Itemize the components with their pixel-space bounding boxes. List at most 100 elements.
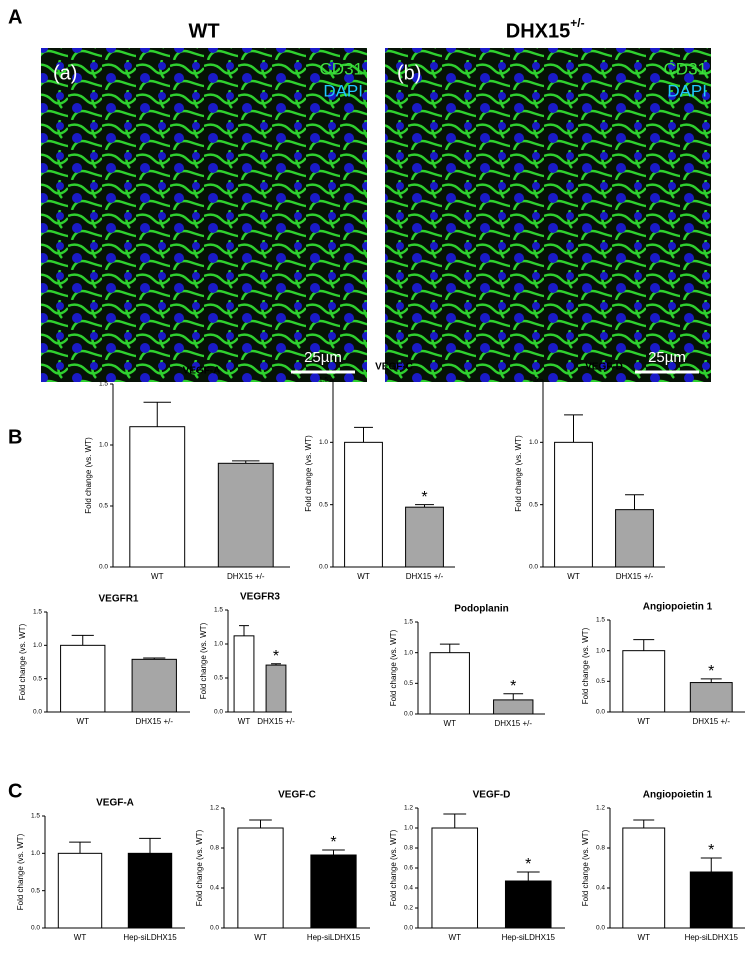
- error-bar: [69, 841, 91, 854]
- error-bar: [633, 639, 655, 651]
- bar: [57, 852, 103, 929]
- bar: [615, 509, 654, 568]
- bar-chart: Angiopoietin 1 Fold change (vs. WT) 0.0 0.5…: [581, 602, 745, 726]
- significance: *: [708, 842, 714, 859]
- y-tick-label: 1.5: [33, 609, 42, 616]
- y-tick-label: 0.6: [404, 865, 413, 872]
- x-tick-label: DHX15 +/-: [135, 717, 173, 726]
- y-axis-label: Fold change (vs. WT): [389, 629, 398, 706]
- y-tick-label: 1.0: [33, 642, 42, 649]
- bar: [131, 658, 177, 713]
- x-tick-label: DHX15 +/-: [257, 717, 295, 726]
- x-tick-label: DHX15 +/-: [494, 719, 532, 728]
- stain-label: CD31: [664, 59, 707, 78]
- chart-title: VEGFR1: [98, 594, 138, 605]
- bar: [265, 664, 287, 713]
- y-tick-label: 1.0: [319, 439, 328, 446]
- error-bar: [322, 849, 345, 855]
- bar: [217, 462, 274, 568]
- y-tick-label: 0.5: [99, 503, 108, 510]
- bar-chart: VEGF-A Fold change (vs. WT) 0.0 0.5 1.0 1.5 WT…: [84, 366, 290, 581]
- chart-title: VEGF-A: [183, 366, 221, 377]
- bar-chart: VEGFR3 Fold change (vs. WT) 0.0 0.5 1.0 1.5 WT…: [199, 592, 295, 726]
- bar: [689, 871, 733, 929]
- bar-chart: VEGF-D Fold change (vs. WT) 0.0 0.2 0.4 0.6 0.…: [389, 790, 565, 942]
- y-tick-label: 0.0: [210, 925, 219, 932]
- bar-chart: VEGF-A Fold change (vs. WT) 0.0 0.5 1.0 1.5 WT…: [16, 798, 185, 942]
- image-title: DHX15: [506, 20, 570, 42]
- x-tick-label: Hep-siLDHX15: [502, 933, 556, 942]
- y-tick-label: 1.0: [214, 641, 223, 648]
- x-tick-label: WT: [254, 933, 267, 942]
- y-tick-label: 0.0: [529, 564, 538, 571]
- significance: *: [421, 489, 427, 506]
- y-tick-label: 0.0: [319, 564, 328, 571]
- x-tick-label: Hep-siLDHX15: [685, 933, 739, 942]
- image-title-superscript: +/-: [570, 16, 584, 30]
- error-bar: [354, 426, 373, 443]
- bar: [127, 852, 173, 929]
- error-bar: [271, 663, 281, 666]
- bar: [493, 699, 534, 715]
- panel-label: C: [8, 780, 22, 802]
- y-tick-label: 0.0: [404, 925, 413, 932]
- stain-label: CD31: [320, 59, 363, 78]
- chart-title: Angiopoietin 1: [643, 790, 713, 801]
- chart-title: VEGF-A: [96, 798, 134, 809]
- bar: [60, 644, 106, 713]
- x-tick-label: WT: [449, 933, 462, 942]
- chart-title: VEGF-D: [585, 362, 623, 373]
- error-bar: [239, 625, 249, 636]
- image-tag: (b): [397, 62, 421, 84]
- y-tick-label: 1.5: [214, 607, 223, 614]
- y-tick-label: 1.0: [404, 825, 413, 832]
- x-tick-label: DHX15 +/-: [692, 717, 730, 726]
- y-axis-label: Fold change (vs. WT): [581, 829, 590, 906]
- significance: *: [330, 834, 336, 851]
- y-tick-label: 1.0: [404, 649, 413, 656]
- significance: *: [708, 663, 714, 680]
- bar-chart: VEGFR1 Fold change (vs. WT) 0.0 0.5 1.0 1.5 WT…: [18, 594, 190, 726]
- error-bar: [143, 401, 171, 427]
- x-tick-label: WT: [151, 572, 164, 581]
- y-tick-label: 0.5: [404, 680, 413, 687]
- y-tick-label: 0.0: [596, 709, 605, 716]
- chart-title: VEGFR3: [240, 592, 280, 603]
- x-tick-label: WT: [238, 717, 251, 726]
- y-tick-label: 1.5: [319, 377, 328, 384]
- y-tick-label: 0.4: [596, 885, 605, 892]
- y-tick-label: 0.5: [319, 501, 328, 508]
- x-tick-label: WT: [77, 717, 90, 726]
- x-tick-label: WT: [567, 572, 580, 581]
- chart-title: VEGF-C: [278, 790, 316, 801]
- y-tick-label: 1.0: [31, 850, 40, 857]
- stain-label: DAPI: [667, 81, 707, 100]
- bar: [554, 441, 593, 568]
- bar-chart: Angiopoietin 1 Fold change (vs. WT) 0.0 0.4…: [581, 790, 745, 942]
- y-tick-label: 0.0: [31, 925, 40, 932]
- error-bar: [249, 819, 272, 828]
- y-tick-label: 0.0: [214, 709, 223, 716]
- y-tick-label: 0.5: [529, 501, 538, 508]
- error-bar: [71, 634, 94, 646]
- x-tick-label: WT: [74, 933, 87, 942]
- y-tick-label: 1.5: [596, 617, 605, 624]
- x-tick-label: DHX15 +/-: [616, 572, 654, 581]
- y-tick-label: 0.8: [404, 845, 413, 852]
- y-tick-label: 0.4: [210, 885, 219, 892]
- error-bar: [232, 460, 260, 464]
- bar-chart: VEGF-D Fold change (vs. WT) 0.0 0.5 1.0 1.5 WT…: [514, 362, 665, 581]
- significance: *: [525, 856, 531, 873]
- image-tag: (a): [53, 62, 77, 84]
- error-bar: [516, 871, 540, 881]
- y-tick-label: 1.5: [404, 619, 413, 626]
- y-tick-label: 0.8: [210, 845, 219, 852]
- significance: *: [273, 648, 279, 665]
- bar: [344, 441, 383, 568]
- y-tick-label: 1.5: [529, 377, 538, 384]
- y-tick-label: 0.8: [596, 845, 605, 852]
- error-bar: [564, 414, 583, 443]
- y-tick-label: 1.2: [210, 805, 219, 812]
- y-tick-label: 1.5: [31, 813, 40, 820]
